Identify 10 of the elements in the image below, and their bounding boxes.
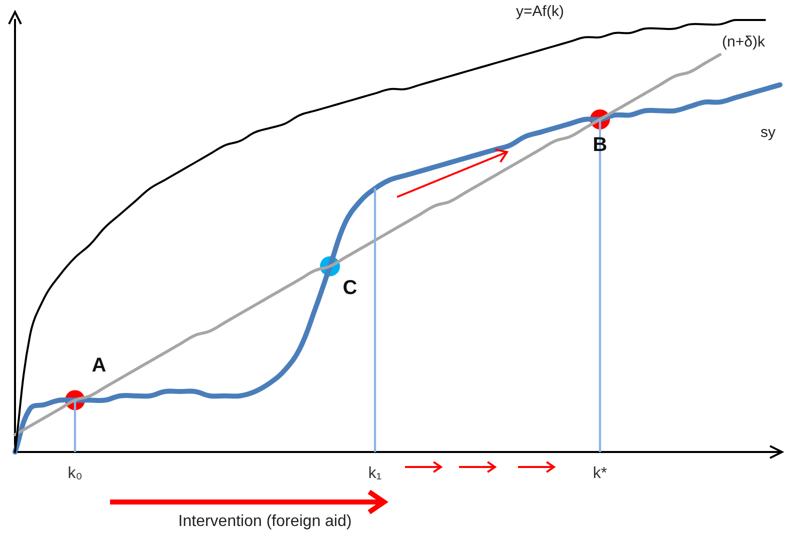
series-label: y=Af(k) (516, 3, 564, 20)
series-label: (n+δ)k (722, 34, 766, 51)
annotation: A (92, 354, 106, 377)
annotation: C (342, 276, 358, 299)
x-tick-label: k₀ (68, 465, 82, 482)
annotation: B (592, 134, 608, 156)
x-tick-label: k* (592, 465, 608, 482)
text: sy (760, 124, 776, 141)
x-tick-label: k₁ (368, 465, 382, 482)
text: Intervention (foreign aid) (178, 513, 352, 531)
